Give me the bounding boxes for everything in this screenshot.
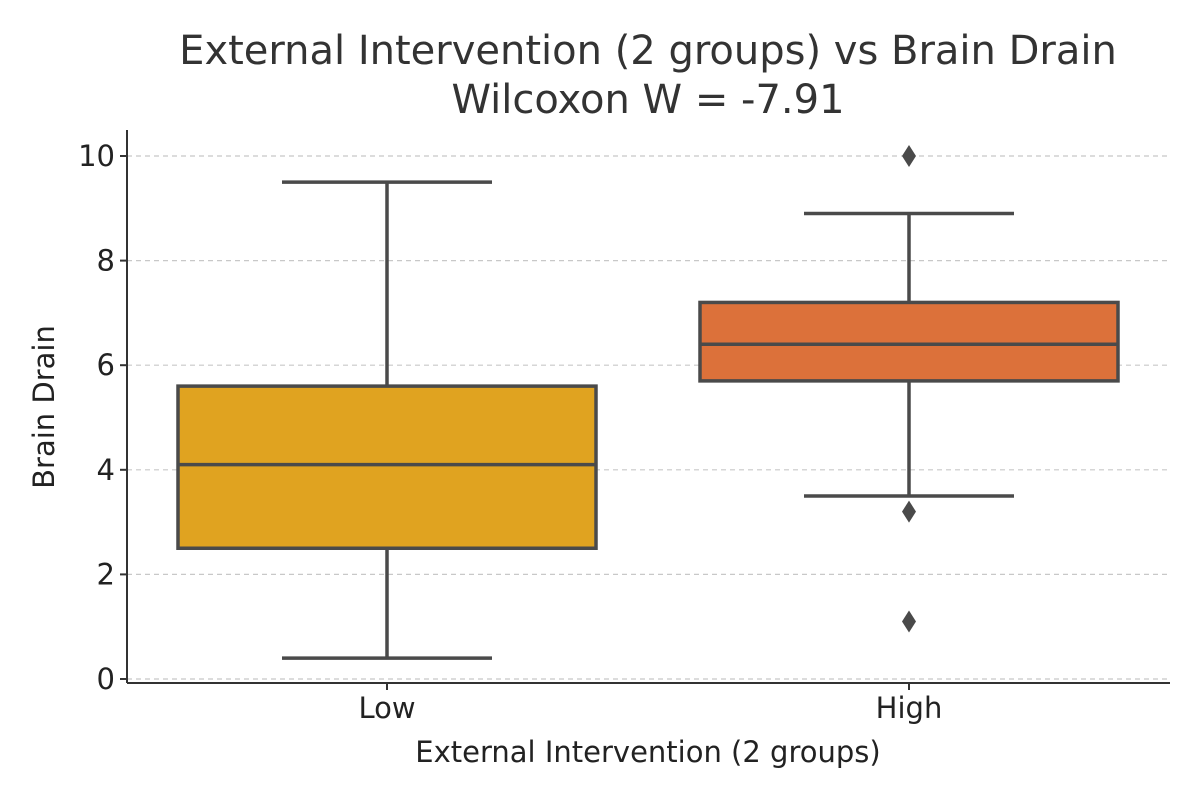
box-iqr [176,384,598,550]
y-tick-label: 2 [97,557,115,591]
outlier-point [902,145,916,167]
box-high [698,145,1120,633]
y-axis-label: Brain Drain [27,325,61,489]
outlier-point [902,500,916,523]
axes: 0 2 4 6 8 10 Low High [78,130,1170,725]
box-low [176,180,598,660]
y-tick-label: 0 [97,662,115,696]
outlier-point [902,610,916,633]
box-plot-boxes [176,145,1120,660]
y-tick-label: 4 [97,453,115,487]
y-tick-label: 10 [78,139,115,173]
x-axis-label: External Intervention (2 groups) [415,735,880,769]
y-tick-label: 8 [97,244,115,278]
box-iqr [698,300,1120,383]
chart-title: External Intervention (2 groups) vs Brai… [179,28,1117,74]
chart-subtitle: Wilcoxon W = -7.91 [451,77,844,123]
x-tick-label: Low [358,691,415,725]
x-tick-label: High [876,691,943,725]
y-tick-label: 6 [97,348,115,382]
